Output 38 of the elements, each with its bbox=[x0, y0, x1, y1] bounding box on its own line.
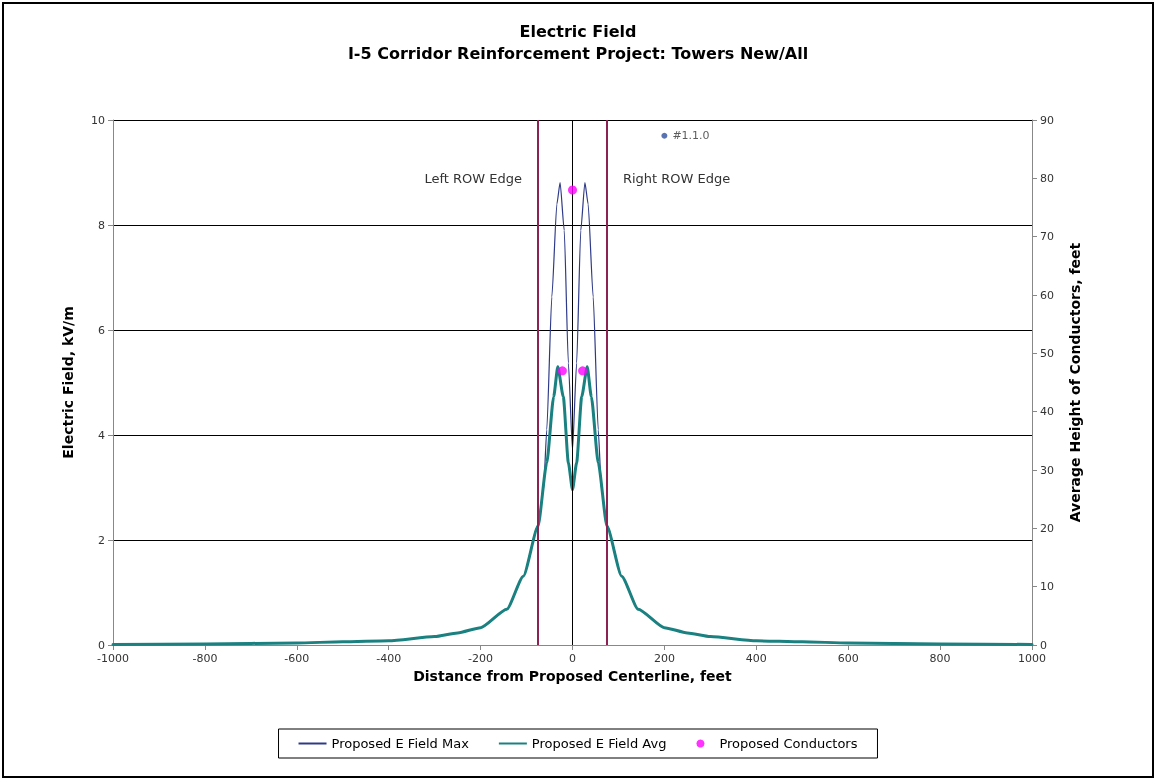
x-tick-label: -800 bbox=[192, 652, 218, 665]
y2-tick-label: 70 bbox=[1040, 230, 1054, 244]
x-tick-label: -1000 bbox=[97, 652, 129, 665]
y-tick-label: 4 bbox=[98, 428, 105, 442]
x-tick-label: 200 bbox=[653, 652, 675, 665]
chart-title: Electric Field bbox=[519, 21, 637, 41]
x-tick-label: 800 bbox=[929, 652, 951, 665]
y-tick-label: 2 bbox=[98, 533, 105, 547]
y2-tick-label: 50 bbox=[1040, 346, 1054, 360]
x-tick-label: -400 bbox=[376, 652, 402, 665]
y2-tick-label: 30 bbox=[1040, 463, 1054, 477]
y2-tick-label: 60 bbox=[1040, 288, 1054, 302]
chart-subtitle: I-5 Corridor Reinforcement Project: Towers New/All bbox=[347, 43, 809, 63]
y2-tick-label: 0 bbox=[1040, 638, 1047, 652]
y-tick-label: 6 bbox=[98, 323, 105, 337]
y-axis-title: Electric Field, kV/m bbox=[60, 306, 76, 459]
y2-tick-label: 90 bbox=[1040, 113, 1054, 127]
y2-tick-label: 80 bbox=[1040, 171, 1054, 185]
y-tick-label: 0 bbox=[98, 638, 105, 652]
y2-axis-title: Average Height of Conductors, feet bbox=[1067, 242, 1083, 523]
y-tick-label: 10 bbox=[91, 113, 105, 127]
y-tick-label: 8 bbox=[98, 218, 105, 232]
x-tick-label: 0 bbox=[569, 652, 576, 665]
x-tick-label: -200 bbox=[468, 652, 494, 665]
x-tick-label: 600 bbox=[837, 652, 859, 665]
y2-tick-label: 40 bbox=[1040, 405, 1054, 419]
x-tick-label: 1000 bbox=[1018, 652, 1046, 665]
annotation: #1.1.0 bbox=[672, 129, 710, 143]
y2-tick-label: 10 bbox=[1040, 580, 1054, 594]
y2-tick-label: 20 bbox=[1040, 521, 1054, 535]
x-tick-label: -600 bbox=[284, 652, 310, 665]
legend-label: Proposed E Field Avg bbox=[531, 736, 667, 751]
x-axis-title: Distance from Proposed Centerline, feet bbox=[413, 667, 733, 684]
ref-line-label: Right ROW Edge bbox=[622, 170, 731, 186]
ref-line-label: Left ROW Edge bbox=[424, 170, 523, 186]
legend-label: Proposed Conductors bbox=[719, 736, 858, 751]
legend-label: Proposed E Field Max bbox=[331, 736, 470, 751]
x-tick-label: 400 bbox=[745, 652, 767, 665]
